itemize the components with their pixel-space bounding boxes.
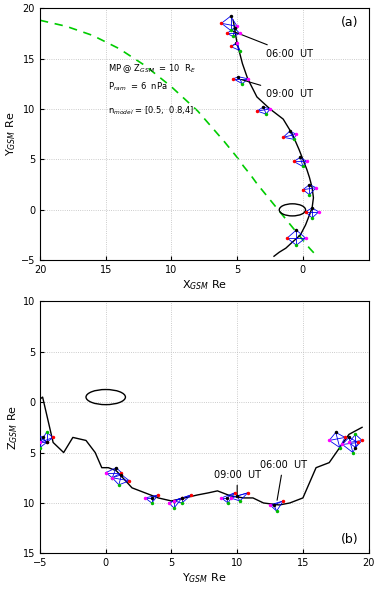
Y-axis label: Y$_{GSM}$ Re: Y$_{GSM}$ Re: [4, 112, 18, 157]
Text: (a): (a): [341, 16, 359, 29]
Text: MP @ Z$_{GSM}$  = 10  R$_E$: MP @ Z$_{GSM}$ = 10 R$_E$: [108, 62, 196, 75]
Y-axis label: Z$_{GSM}$ Re: Z$_{GSM}$ Re: [6, 405, 20, 450]
X-axis label: Y$_{GSM}$ Re: Y$_{GSM}$ Re: [182, 571, 227, 585]
Text: 06:00  UT: 06:00 UT: [233, 31, 313, 58]
Text: (b): (b): [341, 533, 359, 546]
Text: n$_{model}$ = [0.5,  0.8,4]: n$_{model}$ = [0.5, 0.8,4]: [108, 105, 195, 117]
Text: 06:00  UT: 06:00 UT: [260, 459, 307, 500]
Text: 09:00  UT: 09:00 UT: [241, 80, 313, 99]
X-axis label: X$_{GSM}$ Re: X$_{GSM}$ Re: [182, 278, 227, 292]
Text: 09:00  UT: 09:00 UT: [214, 470, 261, 495]
Text: P$_{ram}$  = 6  nPa: P$_{ram}$ = 6 nPa: [108, 81, 168, 93]
